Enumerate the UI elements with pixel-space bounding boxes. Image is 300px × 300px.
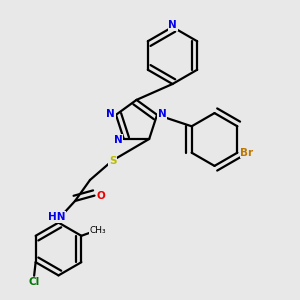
Text: O: O: [97, 190, 106, 201]
Text: N: N: [106, 109, 115, 119]
Text: N: N: [114, 135, 123, 145]
Text: N: N: [168, 20, 177, 31]
Text: N: N: [158, 109, 167, 119]
Text: S: S: [109, 155, 116, 166]
Text: CH₃: CH₃: [90, 226, 106, 235]
Text: Br: Br: [240, 148, 254, 158]
Text: HN: HN: [48, 212, 66, 222]
Text: Cl: Cl: [28, 277, 40, 287]
